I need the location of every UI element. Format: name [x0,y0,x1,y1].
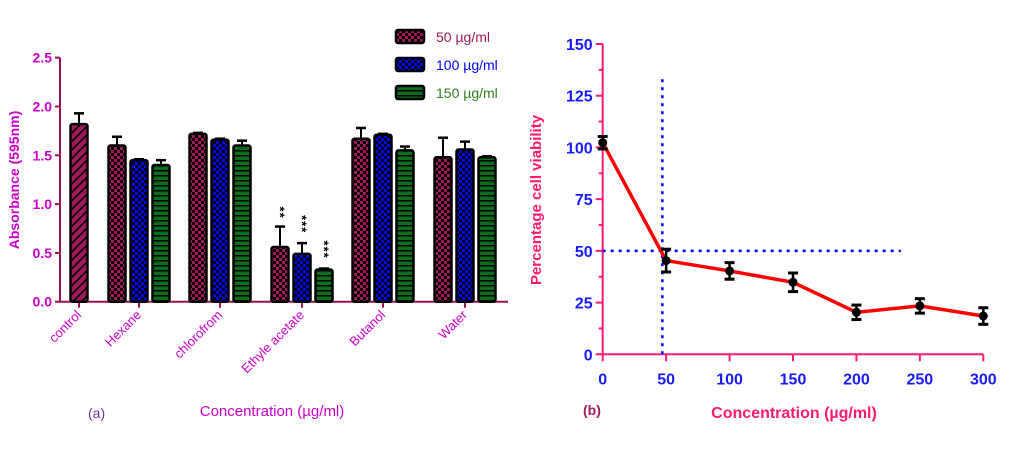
bar-control [69,122,89,303]
panel-a-label: (a) [88,405,105,421]
data-point [914,297,925,315]
marker [788,277,798,287]
legend-label: 50 µg/ml [436,29,490,45]
panel-b-axes: 0 25 50 75 100 125 150 0 50 100 150 200 250 300 [566,37,997,388]
data-point [851,303,862,322]
legend-swatch [394,84,426,101]
bar-ethyle-acetate-3 [314,268,334,303]
y-tick-label: 1.5 [33,147,53,163]
bar-hexane-2 [129,158,149,303]
bar-chlorofrom-1 [188,132,208,303]
bar-chlorofrom-2 [210,138,230,303]
panel-b-xlabel: Concentration (µg/ml) [711,405,877,422]
panel-b-label: (b) [583,402,601,418]
data-point [661,247,672,274]
x-tick-label: 150 [780,371,807,388]
x-tick-label: control [46,307,84,345]
panel-a-xlabel: Concentration (µg/ml) [200,403,345,420]
y-tick-label: 25 [575,296,593,313]
x-tick-label: 250 [907,371,934,388]
marker [598,138,608,148]
x-tick-label: 100 [716,371,743,388]
x-tick-label: chlorofrom [171,307,225,361]
bar-water-2 [455,148,475,303]
bar-ethyle-acetate-1 [270,245,290,303]
y-tick-label: 100 [566,140,593,157]
legend-swatch [394,56,426,73]
x-tick-label: 0 [598,371,607,388]
panel-b-ylabel: Percentage cell viability [528,114,545,285]
bar-ethyle-acetate-1-significance-stars: ** [273,207,288,219]
legend-label: 150 µg/ml [436,85,498,101]
y-tick-label: 2.0 [33,99,53,115]
bar-water-3 [477,156,497,303]
marker [915,301,925,311]
bar-hexane-1 [107,144,127,303]
data-point [597,134,608,151]
panel-b-plot [597,79,989,355]
marker [661,256,671,266]
bar-hexane-3 [151,163,171,303]
panel-b: (b) Concentration (µg/ml) Percentage cel… [528,37,997,422]
panel-a-legend: 50 µg/ml 100 µg/ml 150 µg/ml [394,28,498,101]
y-tick-label: 1.0 [33,196,53,212]
panel-a-bars: ******** [69,112,497,303]
bar-butanol-1 [351,137,371,303]
bar-water-1 [433,156,453,303]
data-point [724,261,735,281]
x-tick-label: Water [435,307,470,342]
marker [851,307,861,317]
bar-ethyle-acetate-2-significance-stars: *** [295,215,310,233]
panel-a: (a) Concentration (µg/ml) Absorbance (59… [6,28,508,421]
y-tick-label: 125 [566,89,593,106]
x-tick-label: 300 [970,371,997,388]
data-point [788,271,798,294]
y-tick-label: 50 [575,244,593,261]
bar-butanol-2 [373,133,393,303]
x-tick-label: Ethyle acetate [238,307,307,376]
y-tick-label: 0.0 [33,294,53,310]
data-point [978,306,989,326]
legend-label: 100 µg/ml [436,57,498,73]
y-tick-label: 150 [566,37,593,54]
marker [978,311,988,321]
y-tick-label: 0 [584,347,593,364]
legend-swatch [394,28,426,45]
y-tick-label: 75 [575,192,593,209]
bar-ethyle-acetate-3-significance-stars: *** [317,241,332,259]
bar-ethyle-acetate-2 [292,252,312,303]
bar-chlorofrom-3 [232,144,252,303]
x-tick-label: 200 [843,371,870,388]
y-tick-label: 2.5 [33,50,53,66]
x-tick-label: Butanol [346,307,388,349]
marker [725,266,735,276]
x-tick-label: Hexane [102,307,144,349]
y-tick-label: 0.5 [33,245,53,261]
bar-butanol-3 [395,149,415,303]
panel-a-ylabel: Absorbance (595nm) [6,111,22,249]
x-tick-label: 50 [657,371,675,388]
